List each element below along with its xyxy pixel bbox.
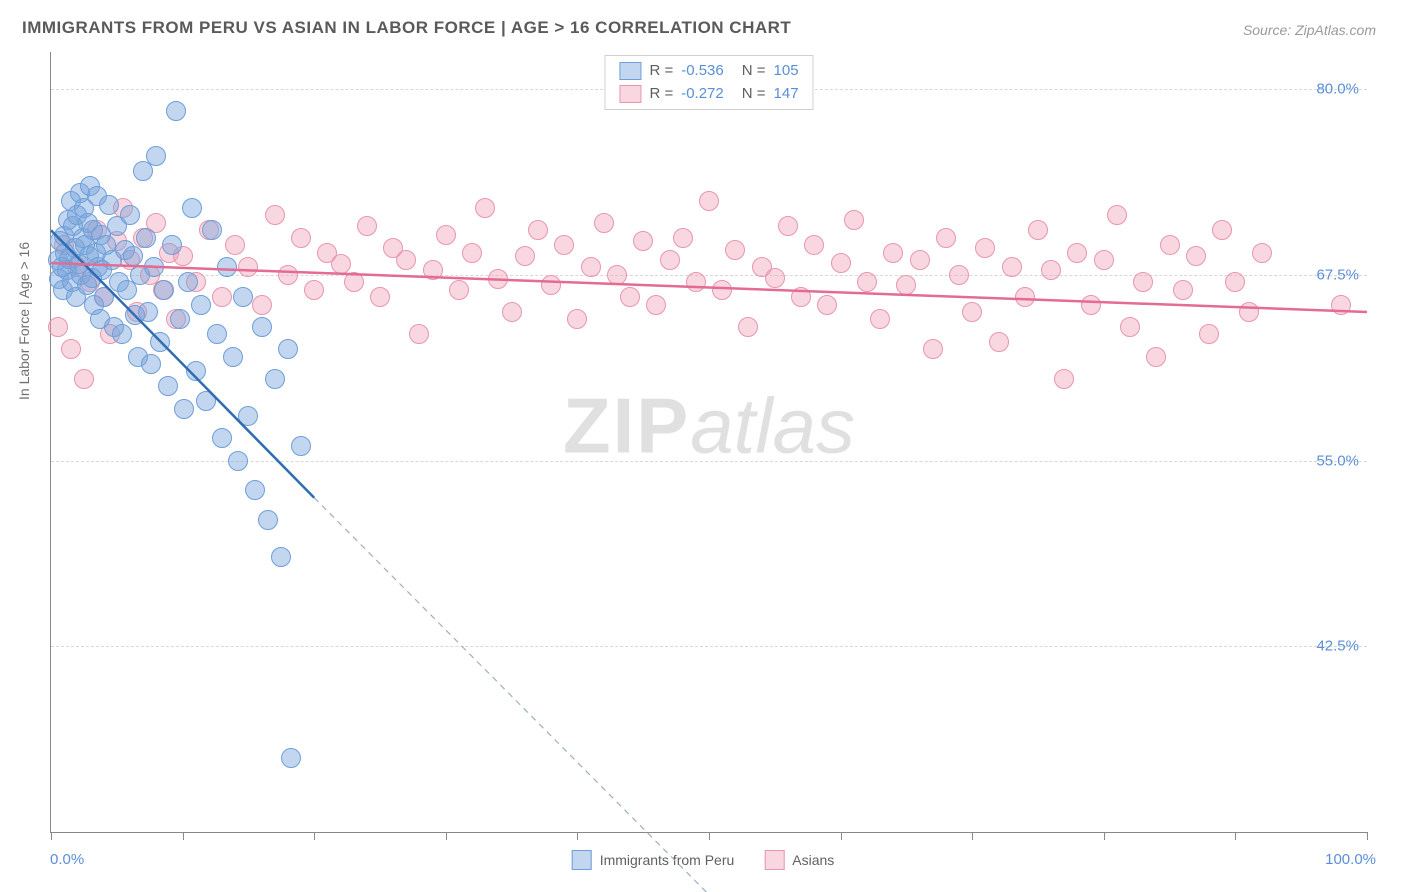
x-tick [1367, 832, 1368, 840]
r-label: R = [649, 83, 673, 106]
trend-line [51, 263, 1367, 312]
chart-title: IMMIGRANTS FROM PERU VS ASIAN IN LABOR F… [22, 18, 791, 38]
x-tick [577, 832, 578, 840]
asians-n-value: 147 [774, 83, 799, 106]
trend-line [314, 498, 735, 892]
x-tick [1235, 832, 1236, 840]
legend-swatch-peru [619, 62, 641, 80]
y-axis-label: In Labor Force | Age > 16 [16, 242, 32, 400]
x-tick [51, 832, 52, 840]
legend-swatch-asians [764, 850, 784, 870]
legend-item-asians: Asians [764, 850, 834, 870]
x-axis-max-label: 100.0% [1325, 851, 1376, 868]
source-label: Source: ZipAtlas.com [1243, 22, 1376, 38]
n-label: N = [742, 60, 766, 83]
legend-stats: R = -0.536 N = 105 R = -0.272 N = 147 [604, 55, 813, 110]
legend-bottom: Immigrants from Peru Asians [572, 850, 835, 870]
r-label: R = [649, 60, 673, 83]
trend-lines-layer [51, 52, 1367, 832]
legend-stats-row-asians: R = -0.272 N = 147 [619, 83, 798, 106]
x-tick [1104, 832, 1105, 840]
x-tick [183, 832, 184, 840]
legend-stats-row-peru: R = -0.536 N = 105 [619, 60, 798, 83]
legend-swatch-peru [572, 850, 592, 870]
plot-area: R = -0.536 N = 105 R = -0.272 N = 147 ZI… [50, 52, 1367, 833]
legend-swatch-asians [619, 85, 641, 103]
x-tick [446, 832, 447, 840]
n-label: N = [742, 83, 766, 106]
x-tick [972, 832, 973, 840]
legend-label-asians: Asians [792, 852, 834, 868]
x-axis-min-label: 0.0% [50, 851, 84, 868]
x-tick [314, 832, 315, 840]
legend-label-peru: Immigrants from Peru [600, 852, 735, 868]
asians-r-value: -0.272 [681, 83, 724, 106]
x-tick [841, 832, 842, 840]
legend-item-peru: Immigrants from Peru [572, 850, 735, 870]
peru-r-value: -0.536 [681, 60, 724, 83]
x-tick [709, 832, 710, 840]
peru-n-value: 105 [774, 60, 799, 83]
